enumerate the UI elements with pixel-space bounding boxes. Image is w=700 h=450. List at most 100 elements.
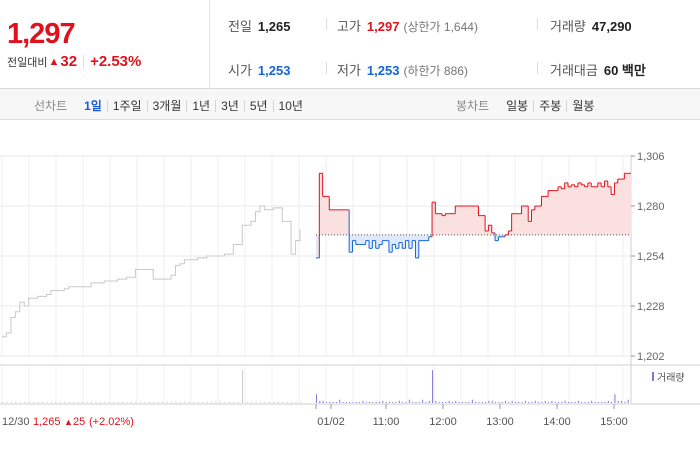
period-10y[interactable]: 10년 (272, 99, 308, 112)
volume-bar (286, 401, 288, 403)
volume-bar (237, 401, 239, 403)
volume-bar (6, 401, 8, 403)
change-rate: +2.53% (90, 53, 142, 70)
volume-bar (219, 401, 221, 403)
volume-bar (122, 401, 124, 403)
volume-bar (514, 401, 516, 403)
volume-bar (485, 401, 487, 403)
low-label: 저가 (337, 63, 361, 78)
change-row: 전일대비 ▲ 32 +2.53% (7, 53, 141, 70)
volume-bar (375, 401, 377, 403)
volume-bar (64, 401, 66, 403)
area-fill (445, 213, 449, 235)
volume-bars (2, 370, 629, 403)
volume-bar (362, 400, 364, 403)
volume-bar (99, 401, 101, 403)
volume-bar (478, 401, 480, 403)
volume-bar (471, 399, 473, 403)
area-fill (428, 234, 433, 237)
volume-bar (90, 401, 92, 403)
area-fill (359, 234, 363, 245)
area-fill (627, 173, 632, 235)
area-fill (561, 188, 565, 235)
area-fill (597, 182, 602, 235)
chart-fills (316, 173, 632, 258)
area-fill (501, 234, 506, 237)
area-fill (332, 209, 337, 235)
period-3y[interactable]: 3년 (215, 99, 244, 112)
volume-bar (273, 401, 275, 403)
x-axis: 01/02 11:00 12:00 13:00 14:00 15:00 (315, 404, 628, 428)
volume-bar (242, 370, 243, 403)
volume-bar (621, 400, 623, 403)
area-fill (528, 221, 532, 235)
volume-bar (33, 401, 35, 403)
volume-bar (251, 401, 253, 403)
area-fill (551, 190, 556, 235)
volume-bar (538, 401, 540, 403)
current-price-box: 1,297 전일대비 ▲ 32 +2.53% (0, 0, 210, 89)
area-fill (621, 179, 625, 235)
change-value: 32 (60, 53, 78, 70)
volume-bar (405, 401, 407, 403)
volume-bar (564, 400, 566, 403)
candle-daily[interactable]: 일봉 (506, 98, 529, 113)
volume-bar (584, 401, 586, 403)
volume-bar (193, 401, 195, 403)
volume-bar (352, 401, 354, 403)
area-fill (584, 186, 589, 235)
period-1w[interactable]: 1주일 (106, 99, 147, 112)
area-fill (465, 206, 469, 235)
volume-value: 47,290 (591, 19, 632, 34)
period-3m[interactable]: 3개월 (146, 99, 187, 112)
area-fill (329, 209, 333, 235)
change-label: 전일대비 (7, 56, 48, 69)
x-tick-label: 12:00 (429, 416, 457, 428)
volume-bar (300, 401, 301, 403)
volume-bar (491, 400, 493, 403)
volume-bar (624, 401, 626, 403)
volume-bar (528, 401, 530, 403)
volume-bar (24, 401, 26, 403)
volume-legend-label: 거래량 (657, 372, 685, 384)
divider (83, 55, 85, 68)
volume-bar (541, 401, 543, 403)
volume-bar (385, 401, 387, 403)
prev-day-date: 12/30 (2, 416, 30, 428)
area-fill (488, 225, 493, 235)
volume-bar (511, 400, 513, 403)
area-fill (571, 184, 575, 235)
volume-bar (144, 401, 146, 403)
period-1d[interactable]: 1일 (84, 98, 102, 113)
volume-bar (568, 401, 569, 403)
volume-bar (349, 401, 351, 403)
volume-bar (126, 401, 128, 403)
area-fill (451, 213, 456, 235)
area-fill (574, 186, 579, 235)
volume-bar (332, 401, 334, 403)
volume-bar (388, 401, 390, 403)
volume-bar (82, 401, 84, 403)
area-fill (511, 213, 516, 235)
area-fill (514, 213, 519, 235)
area-fill (412, 234, 416, 241)
period-5y[interactable]: 5년 (243, 99, 273, 112)
volume-bar (442, 401, 443, 403)
area-fill (617, 179, 622, 235)
volume-bar (329, 401, 331, 403)
volume-bar (246, 401, 248, 403)
period-1y[interactable]: 1년 (186, 99, 215, 112)
volume-bar (422, 399, 424, 403)
candle-monthly[interactable]: 월봉 (566, 99, 599, 112)
volume-bar (468, 401, 470, 403)
candle-weekly[interactable]: 주봉 (533, 99, 566, 112)
area-fill (485, 231, 489, 235)
volume-bar (571, 401, 573, 403)
volume-bar (233, 401, 235, 403)
volume-bar (508, 401, 510, 403)
volume-bar (148, 401, 150, 403)
area-fill (349, 234, 353, 253)
area-fill (538, 206, 542, 235)
volume-bar (355, 401, 357, 403)
line-chart-periods: 선차트 1일 1주일 3개월 1년 3년 5년 10년 (34, 97, 308, 114)
